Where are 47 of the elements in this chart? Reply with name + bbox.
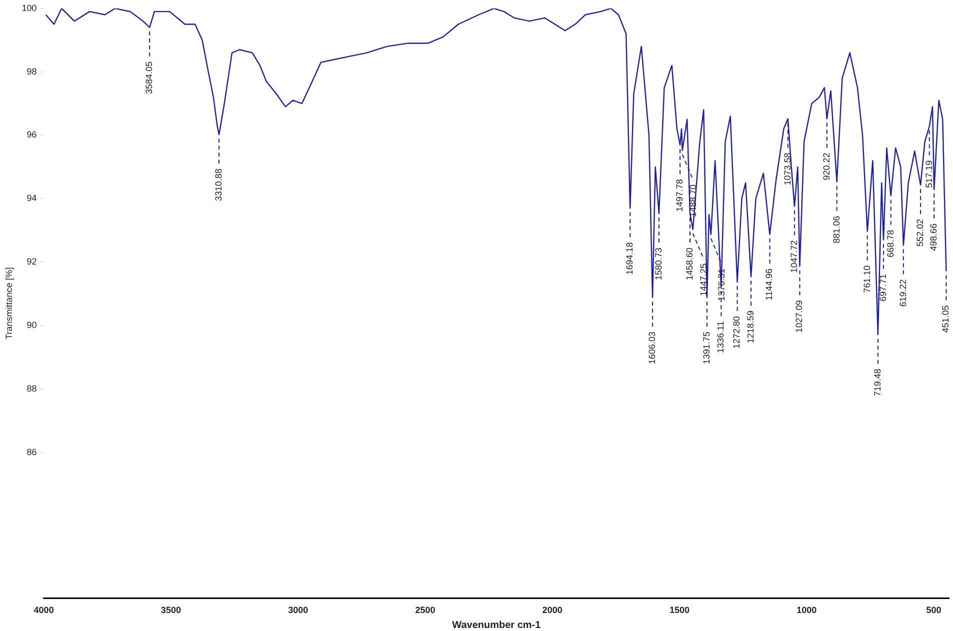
y-tick-label: 86: [26, 446, 37, 457]
annotation: 1376.31: [716, 268, 726, 302]
y-axis-title: Transmittance [%]: [4, 267, 14, 340]
x-axis-title: Wavenumber cm-1: [452, 620, 542, 631]
annotation: 1447.25: [698, 263, 708, 296]
annotation: 451.05: [940, 305, 951, 333]
annotation: 1391.75: [701, 332, 712, 364]
annotation: 1488.70: [688, 184, 698, 218]
y-tick-label: 92: [26, 256, 37, 267]
annotation: 1606.03: [647, 332, 658, 364]
annotation: 1047.72: [788, 240, 799, 273]
annotation: 1580.73: [653, 248, 664, 280]
annotation: 3584.05: [144, 61, 154, 94]
y-tick-label: 96: [26, 130, 37, 140]
annotation: 1458.60: [684, 248, 694, 280]
annotation: 1336.11: [716, 321, 726, 354]
annotation: 920.22: [821, 152, 832, 180]
y-tick-label: 94: [26, 193, 37, 204]
x-tick-label: 1000: [796, 605, 817, 616]
annotation: 1694.18: [624, 242, 635, 275]
x-tick-label: 500: [926, 605, 942, 616]
annotation: 3310.88: [214, 168, 224, 202]
annotation: 697.71: [878, 274, 888, 302]
annotation: 1497.78: [674, 179, 685, 212]
annotation: 719.48: [872, 368, 882, 396]
x-tick-label: 4000: [34, 605, 54, 616]
y-tick-label: 100: [22, 2, 37, 13]
annotation: 1218.59: [746, 310, 756, 344]
x-tick-label: 3000: [288, 605, 308, 616]
annotation: 619.22: [898, 279, 908, 307]
annotation: 517.19: [924, 160, 934, 188]
annotation: 1144.96: [764, 268, 774, 300]
annotation: 498.66: [928, 223, 939, 251]
annotation: 881.06: [831, 216, 842, 244]
x-tick-label: 1500: [669, 605, 690, 616]
annotation: 552.02: [915, 219, 925, 247]
y-tick-label: 98: [26, 66, 37, 76]
annotation: 1272.80: [732, 316, 742, 349]
x-tick-label: 2500: [415, 605, 436, 616]
y-tick-label: 88: [26, 383, 37, 394]
annotation: 1027.09: [794, 300, 804, 333]
annotation: 761.10: [862, 265, 872, 293]
x-tick-label: 3500: [160, 605, 181, 616]
annotation: 668.78: [885, 230, 896, 258]
x-tick-label: 2000: [542, 605, 562, 616]
y-tick-label: 90: [26, 320, 37, 330]
annotation: 1073.58: [782, 152, 792, 186]
